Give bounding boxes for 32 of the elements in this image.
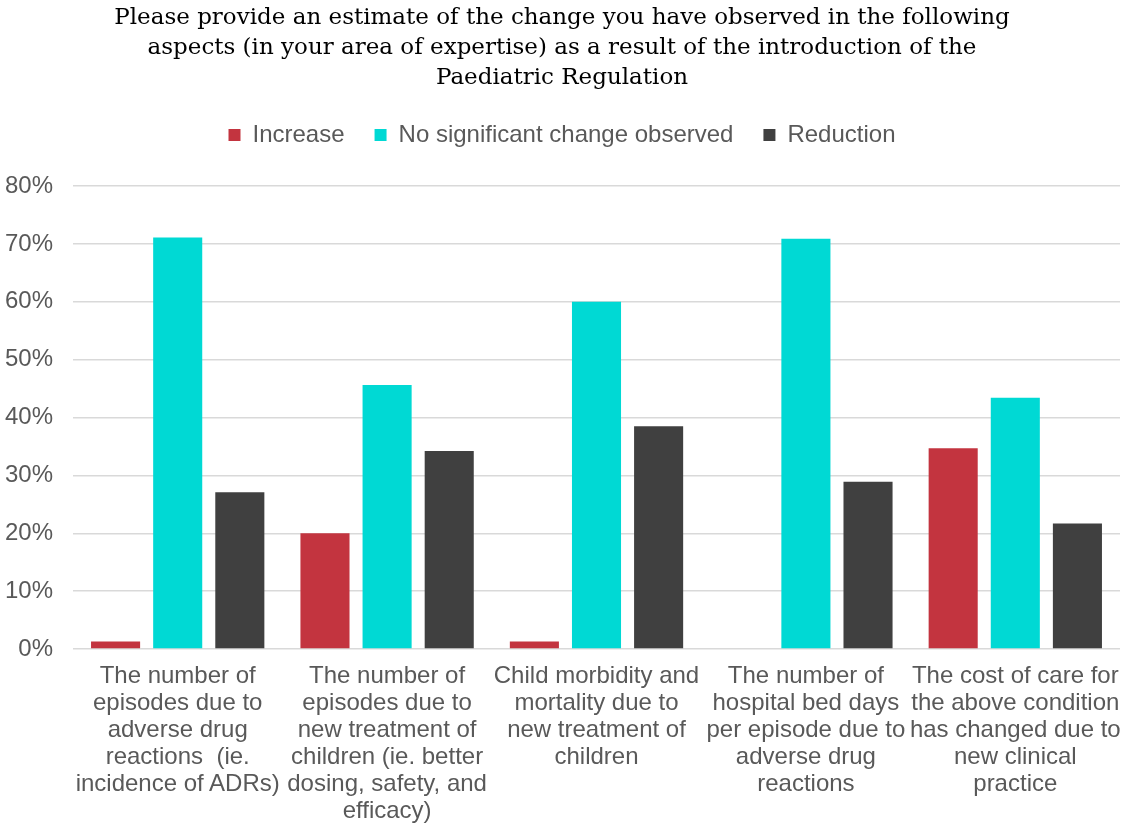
- bar: [509, 641, 559, 649]
- bar: [990, 397, 1040, 649]
- y-tick-label: 30%: [4, 460, 53, 487]
- y-tick-label: 0%: [18, 633, 53, 661]
- bar: [300, 533, 350, 649]
- bar: [153, 237, 203, 649]
- bar: [362, 385, 412, 649]
- y-tick-label: 50%: [4, 344, 53, 372]
- bar: [928, 448, 978, 649]
- bar: [424, 451, 474, 649]
- bar: [571, 301, 622, 649]
- bar: [91, 641, 141, 649]
- x-tick-label: The number of hospital bed days per episode due to adverse drug reactions: [706, 661, 906, 797]
- y-tick-label: 40%: [4, 402, 53, 430]
- x-tick-label: Child morbidity and mortality due to new treatment of children: [493, 661, 700, 770]
- y-tick-label: 80%: [4, 170, 53, 198]
- bar: [1052, 523, 1102, 649]
- y-tick-label: 60%: [4, 286, 53, 314]
- legend-label: Increase: [252, 119, 345, 147]
- bar: [634, 426, 684, 649]
- y-tick-label: 70%: [4, 228, 53, 256]
- x-tick-label: The number of episodes due to new treatment of children (ie. better dosing, safety, and efficacy): [287, 661, 487, 824]
- x-tick-label: The number of episodes due to adverse drug reactions (ie. incidence of ADRs): [75, 661, 280, 797]
- x-tick-label: The cost of care for the above condition has changed due to new clinical practice: [909, 661, 1121, 797]
- bar: [843, 481, 893, 649]
- legend-label: No significant change observed: [398, 119, 734, 147]
- chart-title: Please provide an estimate of the change you have observed in the following aspects (in your area of expertise) as a result of the introduction of the Paediatric Regulation: [114, 2, 1011, 89]
- y-tick-label: 10%: [4, 575, 53, 603]
- bar: [215, 492, 265, 649]
- bar: [781, 238, 831, 649]
- legend-label: Reduction: [787, 119, 896, 147]
- y-tick-label: 20%: [4, 517, 53, 545]
